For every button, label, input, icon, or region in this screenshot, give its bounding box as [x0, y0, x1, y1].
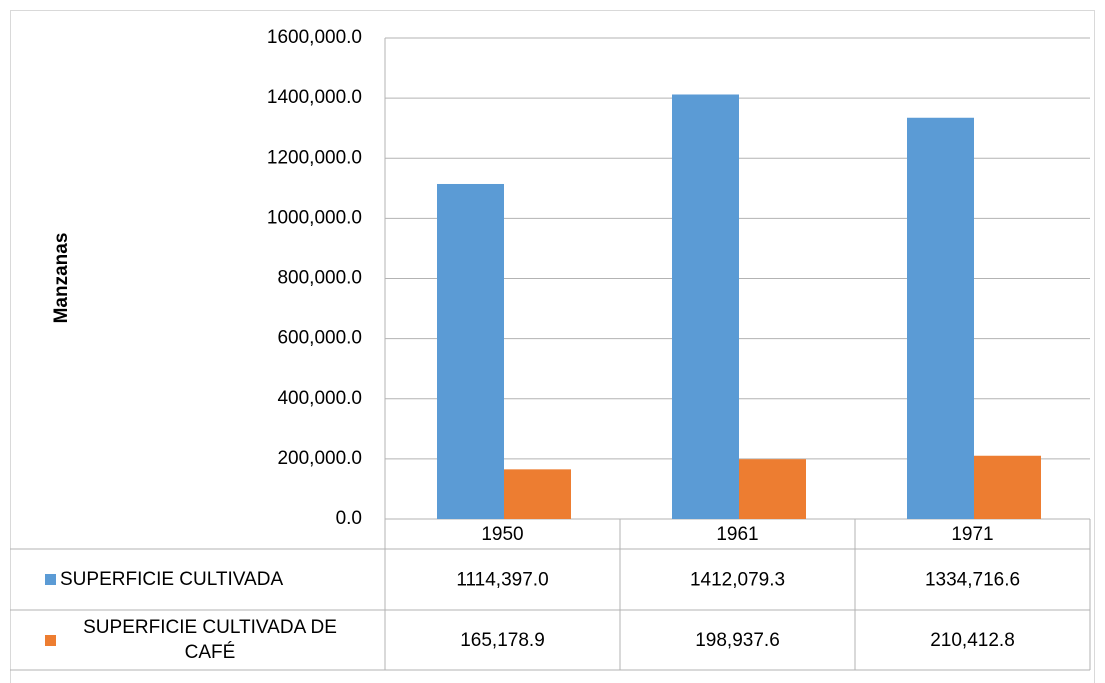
table-value: 1334,716.6 — [925, 570, 1020, 591]
legend-cell: SUPERFICIE CULTIVADA DE CAFÉ — [45, 610, 380, 670]
legend-cell: SUPERFICIE CULTIVADA — [45, 549, 380, 610]
bar — [974, 455, 1041, 519]
table-value: 1412,079.3 — [690, 570, 785, 591]
bar — [672, 94, 739, 520]
y-axis-label: Manzanas — [51, 233, 72, 324]
chart-border — [10, 10, 1095, 683]
legend-marker — [45, 574, 56, 585]
y-tick-label: 400,000.0 — [277, 388, 362, 409]
y-tick-label: 1400,000.0 — [267, 87, 362, 108]
legend-marker — [45, 634, 56, 646]
y-tick-label: 0.0 — [336, 508, 362, 529]
table-value: 198,937.6 — [695, 630, 780, 651]
legend-label: SUPERFICIE CULTIVADA — [60, 569, 284, 590]
bar — [504, 469, 571, 519]
x-tick-label: 1961 — [716, 524, 758, 545]
y-tick-label: 200,000.0 — [277, 448, 362, 469]
legend-entry: SUPERFICIE CULTIVADA — [45, 549, 380, 610]
y-tick-label: 1200,000.0 — [267, 147, 362, 168]
bar — [739, 459, 806, 519]
legend-label: SUPERFICIE CULTIVADA DE CAFÉ — [83, 617, 337, 663]
table-value: 165,178.9 — [460, 630, 545, 651]
legend-entry: SUPERFICIE CULTIVADA DE CAFÉ — [45, 610, 380, 670]
y-tick-label: 1600,000.0 — [267, 27, 362, 48]
bar — [907, 117, 974, 519]
table-value: 1114,397.0 — [456, 570, 548, 591]
bar — [437, 183, 504, 519]
x-tick-label: 1950 — [481, 524, 523, 545]
x-tick-label: 1971 — [951, 524, 993, 545]
table-value: 210,412.8 — [930, 630, 1015, 651]
y-tick-label: 1000,000.0 — [267, 207, 362, 228]
y-tick-label: 800,000.0 — [277, 268, 362, 289]
y-tick-label: 600,000.0 — [277, 328, 362, 349]
